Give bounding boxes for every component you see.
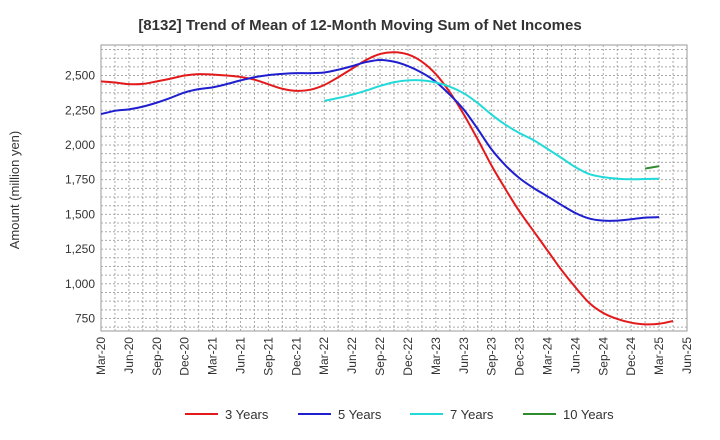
series-line-5-years	[100, 58, 660, 222]
legend-item: 5 Years	[298, 407, 382, 422]
x-tick-label: Jun-20	[122, 337, 136, 374]
x-tick-label: Jun-21	[234, 337, 248, 374]
y-axis-label: Amount (million yen)	[7, 131, 22, 250]
y-tick-label: 1,250	[65, 242, 95, 256]
y-tick-label: 2,000	[65, 138, 95, 152]
y-tick-label: 2,250	[65, 103, 95, 117]
x-tick-label: Mar-21	[206, 337, 220, 375]
y-tick-label: 1,750	[65, 173, 95, 187]
chart-title: [8132] Trend of Mean of 12-Month Moving …	[138, 17, 581, 34]
legend-label: 5 Years	[338, 407, 382, 422]
y-tick-label: 2,500	[65, 69, 95, 83]
x-tick-label: Dec-22	[401, 337, 415, 376]
x-tick-label: Sep-21	[261, 337, 275, 376]
y-tick-label: 750	[75, 312, 95, 326]
series-line-3-years	[100, 51, 674, 326]
series-line-7-years	[324, 79, 660, 181]
legend: 3 Years 5 Years 7 Years 10 Years	[185, 407, 614, 422]
x-tick-label: Sep-23	[485, 337, 499, 376]
x-tick-label: Mar-20	[94, 337, 108, 375]
x-tick-label: Sep-24	[596, 337, 610, 376]
x-tick-label: Mar-24	[540, 337, 554, 375]
y-tick-label: 1,500	[65, 207, 95, 221]
x-tick-label: Sep-20	[150, 337, 164, 376]
x-tick-label: Jun-24	[568, 337, 582, 374]
legend-item: 7 Years	[410, 407, 494, 422]
x-tick-label: Sep-22	[373, 337, 387, 376]
legend-label: 7 Years	[450, 407, 494, 422]
x-tick-label: Dec-20	[178, 337, 192, 376]
legend-item: 10 Years	[523, 407, 614, 422]
x-tick-label: Dec-23	[513, 337, 527, 376]
legend-label: 10 Years	[563, 407, 614, 422]
plot-area: 750 1,000 1,250 1,500 1,750 2,000 2,250 2,500 Ma…	[65, 44, 694, 376]
series-line-10-years	[644, 165, 660, 170]
legend-item: 3 Years	[185, 407, 269, 422]
x-tick-label: Jun-22	[345, 337, 359, 374]
x-tick-label: Jun-23	[457, 337, 471, 374]
x-tick-label: Dec-21	[289, 337, 303, 376]
x-tick-label: Dec-24	[624, 337, 638, 376]
x-tick-label: Mar-25	[652, 337, 666, 375]
y-tick-label: 1,000	[65, 277, 95, 291]
legend-label: 3 Years	[225, 407, 269, 422]
x-tick-label: Mar-22	[317, 337, 331, 375]
x-tick-label: Jun-25	[680, 337, 694, 374]
x-tick-label: Mar-23	[429, 337, 443, 375]
